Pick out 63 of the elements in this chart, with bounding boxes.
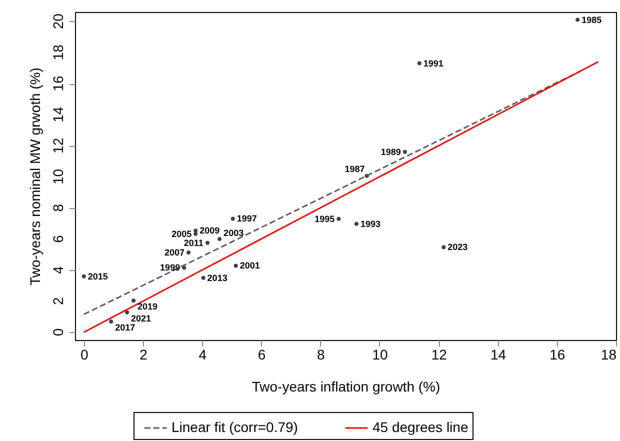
annotation: 2013 (207, 272, 228, 283)
point (234, 264, 238, 268)
annotation: 2005 (172, 228, 192, 239)
annotation: 2017 (115, 322, 136, 332)
y-tick-label: 14 (50, 106, 66, 122)
point (576, 18, 580, 22)
annotation: 2019 (138, 302, 158, 312)
y-tick-label: 10 (50, 168, 66, 185)
annotation: 2001 (240, 260, 260, 271)
annotation: 2011 (184, 238, 204, 248)
point (218, 236, 222, 241)
point (201, 276, 206, 280)
annotation: 1989 (380, 146, 401, 157)
point (125, 310, 130, 314)
point (194, 232, 198, 236)
y-tick-label: 18 (50, 44, 66, 60)
annotation: 1997 (236, 214, 257, 224)
point (402, 150, 407, 154)
point (109, 320, 114, 324)
legend-label: 45 degrees line (372, 419, 468, 435)
annotation: 2007 (164, 247, 185, 258)
point (132, 298, 136, 303)
point (336, 216, 341, 221)
x-tick-label: 14 (490, 346, 506, 362)
x-tick-label: 18 (600, 346, 617, 362)
x-tick-label: 8 (316, 346, 325, 362)
annotation: 1987 (344, 164, 365, 174)
y-tick-label: 8 (50, 204, 66, 212)
point (82, 274, 86, 278)
annotation: 2009 (200, 226, 220, 236)
annotation: 1993 (360, 218, 380, 229)
x-tick-label: 2 (140, 346, 148, 362)
y-tick-label: 16 (50, 76, 66, 92)
x-tick-label: 0 (80, 346, 88, 362)
point (417, 61, 422, 66)
annotation: 2003 (224, 228, 244, 238)
annotation: 2023 (448, 242, 468, 252)
annotation: 1999 (160, 262, 180, 273)
y-tick-label: 4 (50, 266, 66, 274)
x-tick-label: 16 (550, 346, 566, 362)
x-axis-title: Two-years inflation growth (%) (252, 378, 440, 394)
y-tick-label: 12 (50, 138, 66, 154)
point (194, 228, 198, 233)
legend-label: Linear fit (corr=0.79) (172, 419, 298, 435)
annotation: 1991 (423, 58, 444, 68)
y-tick-label: 2 (50, 297, 66, 306)
point (205, 240, 210, 245)
x-tick-label: 4 (198, 346, 207, 362)
y-axis-title: Two-years nominal MW grwoth (%) (27, 68, 43, 286)
point (186, 250, 191, 254)
x-tick-label: 6 (258, 346, 266, 362)
x-tick-label: 10 (372, 346, 388, 362)
annotation: 2021 (131, 313, 152, 324)
point (442, 245, 446, 250)
y-tick-label: 0 (50, 328, 66, 336)
y-tick-label: 20 (50, 13, 66, 30)
x-tick-label: 12 (431, 346, 448, 362)
y-tick-label: 6 (50, 234, 66, 243)
point (230, 216, 235, 221)
point (354, 222, 358, 226)
annotation: 2015 (88, 271, 108, 282)
annotation: 1995 (314, 214, 335, 224)
annotation: 1985 (582, 14, 602, 25)
